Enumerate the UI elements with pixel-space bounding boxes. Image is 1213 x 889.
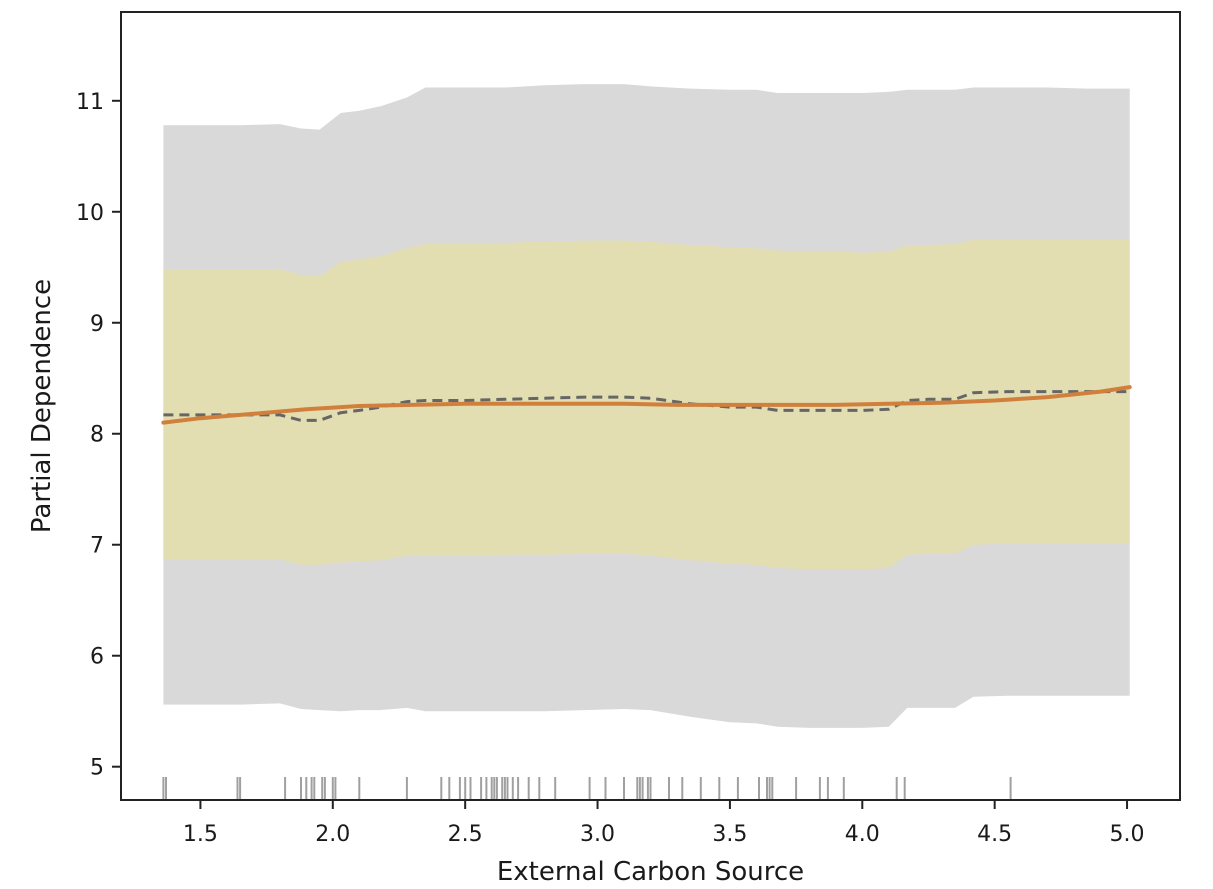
x-tick-label: 4.5 xyxy=(977,822,1012,847)
series-lines xyxy=(161,385,1132,425)
y-tick-label: 7 xyxy=(90,534,104,559)
y-tick-label: 9 xyxy=(90,312,104,337)
rug-marks xyxy=(162,777,1012,800)
y-tick-label: 11 xyxy=(76,90,104,115)
y-axis: 5 6 7 8 9 10 11 xyxy=(76,90,121,781)
plot-frame xyxy=(120,11,1181,801)
dashed-series-line xyxy=(163,390,1130,422)
y-tick-label: 10 xyxy=(76,201,104,226)
y-tick-label: 5 xyxy=(90,756,104,781)
x-tick-label: 2.5 xyxy=(448,822,483,847)
x-axis: 1.5 2.0 2.5 3.0 3.5 4.0 4.5 5.0 xyxy=(183,800,1145,847)
x-tick-label: 5.0 xyxy=(1110,822,1145,847)
y-tick-label: 8 xyxy=(90,423,104,448)
y-axis-title: Partial Dependence xyxy=(27,279,57,533)
x-tick-label: 3.5 xyxy=(712,822,747,847)
plot-area xyxy=(161,84,1132,800)
x-tick-label: 4.0 xyxy=(845,822,880,847)
x-axis-title: External Carbon Source xyxy=(497,857,804,887)
solid-series-line xyxy=(161,385,1132,425)
x-tick-label: 1.5 xyxy=(183,822,218,847)
x-tick-label: 3.0 xyxy=(580,822,615,847)
x-tick-label: 2.0 xyxy=(315,822,350,847)
y-tick-label: 6 xyxy=(90,645,104,670)
